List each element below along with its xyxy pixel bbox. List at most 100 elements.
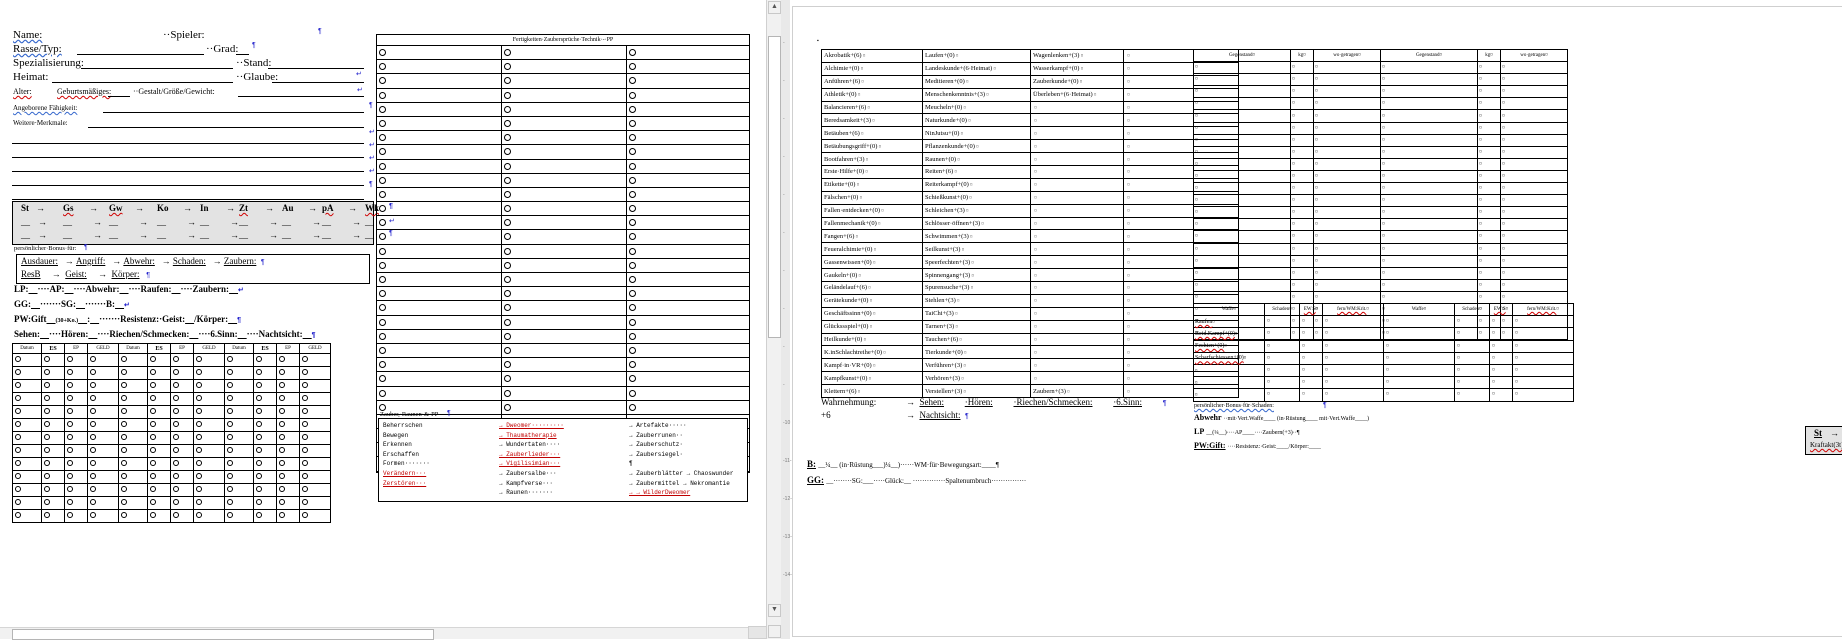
ep-cell[interactable] xyxy=(224,353,254,367)
right-stat-lp[interactable]: LP __(¼__)····AP____····Zaubern(+3)··¶ xyxy=(1194,427,1300,436)
table-row[interactable] xyxy=(377,46,749,61)
spell-cell[interactable] xyxy=(627,188,749,203)
spell-cell[interactable] xyxy=(502,343,627,359)
spell-cell[interactable] xyxy=(502,386,627,401)
skill-cell[interactable]: Wasserkampf+(0) ¤ xyxy=(1030,61,1124,76)
spell-cell[interactable] xyxy=(627,344,749,359)
table-row[interactable]: ¤ ¤ ¤ ¤ ¤ ¤ xyxy=(1193,230,1568,244)
zauber-entry[interactable]: Beherrschen xyxy=(383,422,423,429)
ep-cell[interactable] xyxy=(118,405,148,419)
weapon-cell[interactable]: ¤ xyxy=(1454,315,1490,329)
spell-cell[interactable] xyxy=(502,74,627,89)
attribute-cell[interactable]: __ xyxy=(282,230,291,240)
equipment-cell[interactable]: ¤ xyxy=(1500,121,1568,135)
zauber-entry[interactable]: → Artefakte····· xyxy=(629,422,687,429)
vscroll-thumb[interactable] xyxy=(768,36,781,338)
weapon-cell[interactable]: ¤ xyxy=(1193,363,1265,378)
ep-cell[interactable] xyxy=(64,444,88,458)
ep-cell[interactable] xyxy=(253,405,277,419)
ep-cell[interactable] xyxy=(299,379,331,393)
weapon-cell[interactable]: Fechten+(0)¤ xyxy=(1193,339,1265,353)
ep-cell[interactable] xyxy=(253,392,277,406)
table-row[interactable]: ¤ ¤ ¤ ¤ ¤ ¤ xyxy=(1193,218,1568,232)
experience-table[interactable]: Datum ES EP GELD Datum ES EP GELD Datum ES EP GELD xyxy=(12,343,331,523)
spell-cell[interactable] xyxy=(377,116,502,132)
ep-cell[interactable] xyxy=(253,366,277,380)
table-row[interactable] xyxy=(12,483,331,497)
spell-cell[interactable] xyxy=(377,343,502,359)
weapon-cell[interactable]: ¤ xyxy=(1512,388,1574,402)
table-row[interactable]: Balancieren+(6) ¤ Meucheln+(0) ¤ ¤ ¤ xyxy=(821,100,1239,115)
ep-cell[interactable] xyxy=(276,418,300,432)
equipment-cell[interactable]: ¤ xyxy=(1500,133,1568,147)
spell-cell[interactable] xyxy=(377,315,502,330)
attribute-cell[interactable]: __ xyxy=(109,230,118,240)
equipment-cell[interactable]: ¤ xyxy=(1380,109,1478,123)
spell-cell[interactable] xyxy=(502,358,627,373)
table-row[interactable] xyxy=(377,187,749,203)
bottom-line-gg[interactable]: GG: __········SG:___·····Glück:__ ······… xyxy=(807,475,1027,485)
ep-cell[interactable] xyxy=(118,431,148,445)
spell-cell[interactable] xyxy=(502,315,627,330)
horizontal-scrollbar[interactable] xyxy=(0,627,766,640)
weapon-cell[interactable]: ¤ xyxy=(1322,315,1384,329)
spell-cell[interactable] xyxy=(502,131,627,146)
weapon-cell[interactable]: ¤ xyxy=(1299,315,1323,329)
ep-cell[interactable] xyxy=(12,496,42,510)
skill-cell[interactable]: Fallenmechanik+(0) ¤ xyxy=(821,216,923,231)
ep-cell[interactable] xyxy=(87,366,119,380)
skill-cell[interactable]: ¤ xyxy=(1030,306,1124,321)
skill-cell[interactable]: Geländelauf+(6) ¤ xyxy=(821,281,923,295)
skill-cell[interactable]: Raunen+(0) ¤ xyxy=(922,152,1031,167)
skill-cell[interactable]: Fallen·entdecken+(0) ¤ xyxy=(821,203,923,218)
attribute-extra[interactable]: Kraftakt(3t) xyxy=(1810,441,1842,449)
ep-cell[interactable] xyxy=(118,366,148,380)
ep-cell[interactable] xyxy=(12,470,42,484)
weapon-cell[interactable]: ¤ xyxy=(1454,351,1490,365)
weapon-cell[interactable]: ¤ xyxy=(1299,327,1323,341)
ep-cell[interactable] xyxy=(299,509,331,523)
equipment-cell[interactable]: ¤ xyxy=(1313,121,1381,135)
weapon-cell[interactable]: ¤ xyxy=(1454,376,1490,390)
ep-cell[interactable] xyxy=(147,431,171,445)
ep-cell[interactable] xyxy=(253,470,277,484)
perception-line[interactable]: Wahrnehmung: → Sehen: ·Hören: ·Riechen/Sc… xyxy=(821,397,1167,407)
bonus-field[interactable]: → Abwehr: xyxy=(109,256,155,266)
table-row[interactable]: ¤ ¤ ¤ ¤ ¤ ¤ xyxy=(1193,109,1568,123)
table-row[interactable]: Gaukeln+(0) ¤ Spinnengang+(3) ¤ ¤ ¤ xyxy=(821,268,1239,283)
weapon-cell[interactable]: ¤ xyxy=(1489,315,1513,329)
ep-cell[interactable] xyxy=(87,457,119,471)
equipment-cell[interactable]: ¤ xyxy=(1313,206,1381,220)
skill-cell[interactable]: Menschenkenntnis+(3) ¤ xyxy=(922,87,1031,102)
ep-cell[interactable] xyxy=(64,405,88,419)
table-row[interactable] xyxy=(12,418,331,432)
equipment-cell[interactable]: ¤ xyxy=(1500,290,1568,304)
table-row[interactable] xyxy=(377,216,749,231)
skill-cell[interactable]: Verhören+(3) ¤ xyxy=(922,371,1031,386)
table-row[interactable]: K.inSchlachtreihe+(0) ¤ Tierkunde+(0) ¤ ¤… xyxy=(821,345,1239,360)
skill-cell[interactable]: ¤ xyxy=(1030,126,1124,141)
spell-cell[interactable] xyxy=(377,46,502,61)
equipment-cell[interactable]: ¤ xyxy=(1477,85,1501,99)
equipment-cell[interactable]: ¤ xyxy=(1500,254,1568,268)
field-input-grad[interactable] xyxy=(236,54,249,55)
table-row[interactable] xyxy=(377,329,749,344)
ep-cell[interactable] xyxy=(253,496,277,510)
table-row[interactable]: ¤ ¤ ¤ ¤ ¤ ¤ xyxy=(1193,85,1568,99)
table-row[interactable]: Feueralchimie+(0) ¤ Seilkunst+(3) ¤ ¤ ¤ xyxy=(821,242,1239,257)
ep-cell[interactable] xyxy=(253,431,277,445)
attribute-cell[interactable]: __ xyxy=(239,230,248,240)
table-row[interactable]: Fälschen+(0) ¤ Schießkunst+(0) ¤ ¤ ¤ xyxy=(821,190,1239,205)
ep-cell[interactable] xyxy=(64,457,88,471)
weapon-cell[interactable]: ¤ xyxy=(1264,363,1300,378)
skill-cell[interactable]: Verführen+(3) ¤ xyxy=(922,358,1031,373)
weapon-cell[interactable]: ¤ xyxy=(1512,351,1574,365)
ep-cell[interactable] xyxy=(12,418,42,432)
skill-cell[interactable]: Schwimmen+(3) ¤ xyxy=(922,229,1031,244)
ep-cell[interactable] xyxy=(118,444,148,458)
ep-cell[interactable] xyxy=(118,496,148,510)
skill-cell[interactable]: Gaukeln+(0) ¤ xyxy=(821,268,923,283)
equipment-cell[interactable]: ¤ xyxy=(1313,145,1381,159)
weapon-cell[interactable]: ¤ xyxy=(1383,376,1455,390)
ep-cell[interactable] xyxy=(299,405,331,419)
